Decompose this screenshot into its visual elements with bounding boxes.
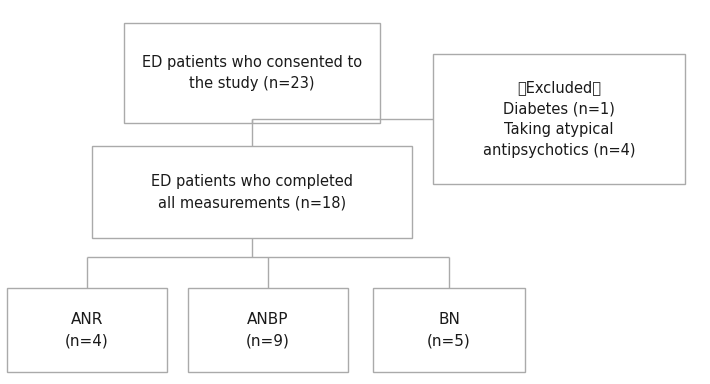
Text: ANR
(n=4): ANR (n=4) [65, 312, 109, 348]
FancyBboxPatch shape [433, 54, 685, 184]
Text: ANBP
(n=9): ANBP (n=9) [246, 312, 290, 348]
Text: ED patients who consented to
the study (n=23): ED patients who consented to the study (… [142, 55, 362, 91]
FancyBboxPatch shape [124, 23, 380, 123]
Text: 《Excluded》
Diabetes (n=1)
Taking atypical
antipsychotics (n=4): 《Excluded》 Diabetes (n=1) Taking atypica… [483, 80, 635, 158]
FancyBboxPatch shape [7, 288, 167, 372]
FancyBboxPatch shape [373, 288, 525, 372]
FancyBboxPatch shape [188, 288, 348, 372]
Text: BN
(n=5): BN (n=5) [427, 312, 471, 348]
FancyBboxPatch shape [92, 146, 412, 238]
Text: ED patients who completed
all measurements (n=18): ED patients who completed all measuremen… [151, 174, 353, 210]
